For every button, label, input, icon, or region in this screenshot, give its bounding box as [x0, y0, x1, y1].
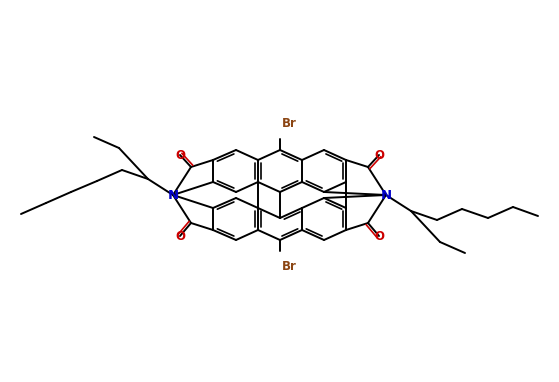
Text: O: O: [374, 149, 384, 162]
Text: O: O: [175, 230, 185, 243]
Text: N: N: [381, 188, 391, 201]
Text: O: O: [374, 230, 384, 243]
Text: Br: Br: [282, 117, 297, 130]
Text: N: N: [168, 188, 178, 201]
Text: Br: Br: [282, 260, 297, 273]
Text: O: O: [175, 149, 185, 162]
